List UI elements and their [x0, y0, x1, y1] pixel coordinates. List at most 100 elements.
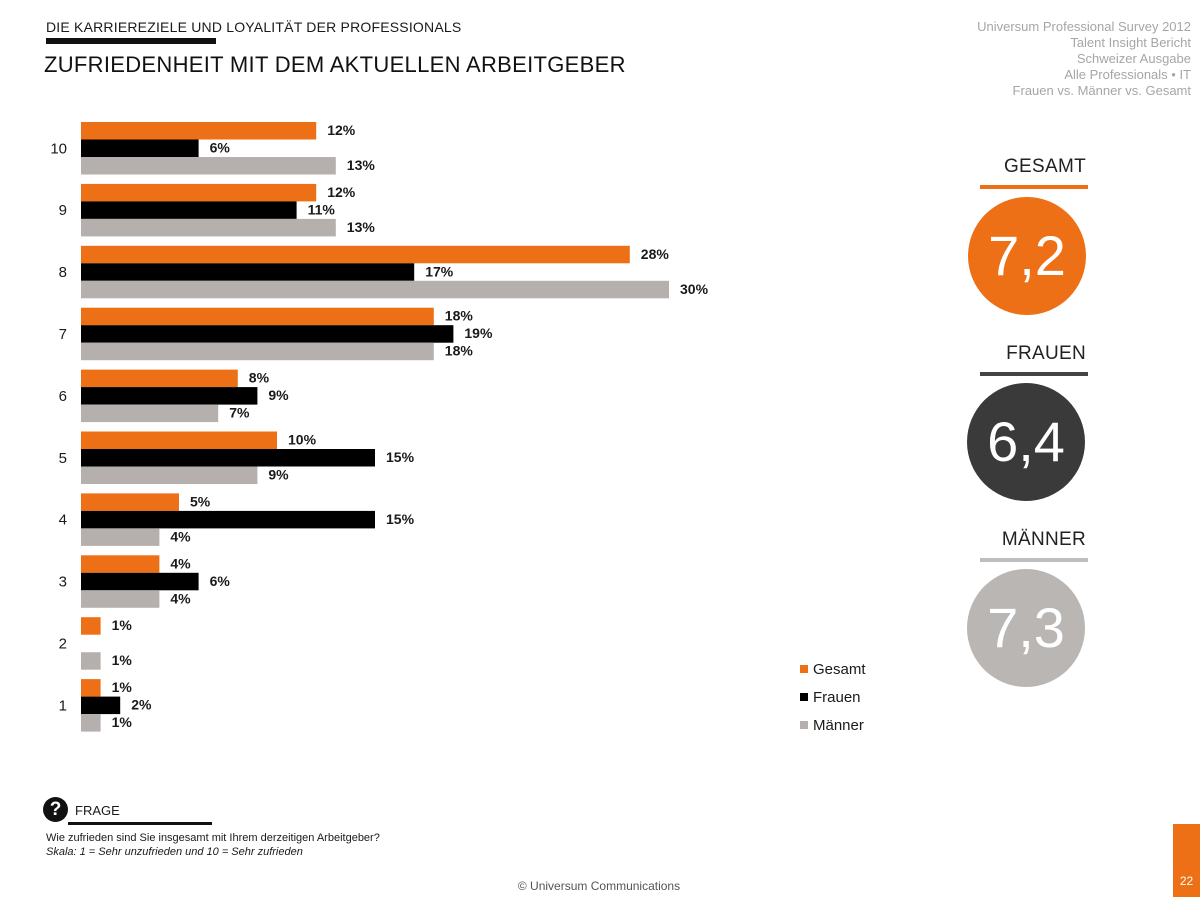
score-circle-gesamt: 7,2: [968, 197, 1086, 315]
score-rule-maenner: [980, 558, 1088, 562]
frage-underline: [68, 822, 212, 825]
data-label: 6%: [210, 140, 231, 156]
bar-maenner-7: [81, 342, 434, 361]
data-label: 30%: [680, 281, 709, 297]
legend-item-frauen: Frauen: [800, 683, 866, 711]
data-label: 8%: [249, 370, 270, 386]
legend-swatch-frauen: [800, 693, 808, 701]
data-label: 7%: [229, 405, 250, 421]
score-circle-frauen: 6,4: [967, 383, 1085, 501]
page-number: 22: [1179, 874, 1194, 888]
chart-legend: Gesamt Frauen Männer: [800, 655, 866, 739]
category-label: 1: [59, 697, 67, 714]
data-label: 1%: [112, 652, 133, 668]
data-label: 9%: [268, 467, 289, 483]
data-label: 1%: [112, 714, 133, 730]
legend-label-frauen: Frauen: [813, 688, 861, 706]
bar-maenner-6: [81, 404, 219, 423]
bar-maenner-1: [81, 714, 101, 732]
bar-frauen-7: [81, 325, 454, 343]
bar-frauen-5: [81, 449, 375, 467]
page-number-tab: [1173, 824, 1200, 897]
meta-line-comparison: Frauen vs. Männer vs. Gesamt: [1012, 83, 1191, 98]
category-label: 3: [59, 574, 67, 591]
data-label: 5%: [190, 493, 211, 509]
data-label: 4%: [170, 555, 191, 571]
score-heading-gesamt: GESAMT: [1003, 156, 1086, 177]
score-rule-frauen: [980, 372, 1088, 376]
data-label: 13%: [347, 157, 376, 173]
data-label: 19%: [464, 325, 493, 341]
satisfaction-bar-chart: 1012%6%13%912%11%13%828%17%30%718%19%18%…: [50, 122, 709, 732]
bar-maenner-4: [81, 528, 160, 546]
category-label: 10: [50, 140, 67, 157]
data-label: 11%: [308, 201, 336, 217]
bar-maenner-10: [81, 157, 336, 175]
category-label: 5: [59, 450, 67, 467]
frage-label: FRAGE: [75, 803, 120, 818]
data-label: 12%: [327, 122, 356, 138]
data-label: 15%: [386, 449, 415, 465]
scale-text: Skala: 1 = Sehr unzufrieden und 10 = Seh…: [46, 846, 303, 858]
category-label: 7: [59, 326, 67, 343]
bar-frauen-10: [81, 139, 199, 157]
category-label: 9: [59, 202, 67, 219]
bar-gesamt-9: [81, 183, 317, 202]
bar-maenner-5: [81, 466, 258, 484]
meta-line-survey: Universum Professional Survey 2012: [977, 19, 1191, 34]
category-label: 4: [59, 512, 67, 529]
score-circle-maenner: 7,3: [967, 569, 1085, 687]
bar-frauen-3: [81, 572, 199, 591]
data-label: 1%: [112, 679, 133, 695]
data-label: 1%: [112, 617, 133, 633]
bar-gesamt-4: [81, 493, 179, 511]
data-label: 4%: [170, 590, 191, 606]
data-label: 15%: [386, 511, 415, 527]
bar-gesamt-8: [81, 245, 630, 264]
bar-maenner-3: [81, 590, 160, 608]
legend-item-maenner: Männer: [800, 711, 866, 739]
bar-gesamt-1: [81, 679, 101, 697]
bar-maenner-2: [81, 652, 101, 670]
bar-gesamt-10: [81, 122, 317, 140]
data-label: 2%: [131, 697, 152, 713]
bar-maenner-9: [81, 218, 336, 237]
legend-swatch-gesamt: [800, 665, 808, 673]
copyright: © Universum Communications: [517, 879, 681, 893]
bar-frauen-9: [81, 201, 297, 219]
data-label: 12%: [327, 184, 356, 200]
category-label: 2: [59, 635, 67, 652]
question-text: Wie zufrieden sind Sie insgesamt mit Ihr…: [46, 832, 380, 844]
data-label: 6%: [210, 573, 231, 589]
bar-frauen-1: [81, 696, 121, 715]
data-label: 10%: [288, 432, 317, 448]
bar-gesamt-5: [81, 431, 277, 449]
bar-frauen-4: [81, 510, 375, 529]
data-label: 18%: [445, 308, 474, 324]
data-label: 4%: [170, 528, 191, 544]
meta-line-report: Talent Insight Bericht: [1070, 35, 1191, 50]
data-label: 18%: [445, 343, 474, 359]
data-label: 28%: [641, 246, 670, 262]
score-heading-frauen: FRAUEN: [1006, 343, 1086, 364]
score-rule-gesamt: [980, 185, 1088, 189]
bar-gesamt-6: [81, 369, 238, 388]
data-label: 9%: [268, 387, 289, 403]
bar-frauen-6: [81, 387, 258, 405]
legend-item-gesamt: Gesamt: [800, 655, 866, 683]
section-title-underline: [46, 38, 216, 44]
survey-meta: Universum Professional Survey 2012 Talen…: [977, 19, 1191, 99]
data-label: 17%: [425, 263, 454, 279]
bar-gesamt-3: [81, 555, 160, 573]
category-label: 8: [59, 264, 67, 281]
bar-gesamt-7: [81, 307, 434, 326]
question-mark-icon: ?: [43, 797, 68, 822]
legend-swatch-maenner: [800, 721, 808, 729]
meta-line-edition: Schweizer Ausgabe: [1076, 51, 1191, 66]
legend-label-maenner: Männer: [813, 716, 864, 734]
category-label: 6: [59, 388, 67, 405]
meta-line-audience: Alle Professionals • IT: [1064, 67, 1191, 82]
legend-label-gesamt: Gesamt: [813, 660, 866, 678]
bar-gesamt-2: [81, 617, 101, 635]
score-heading-maenner: MÄNNER: [1001, 529, 1086, 550]
